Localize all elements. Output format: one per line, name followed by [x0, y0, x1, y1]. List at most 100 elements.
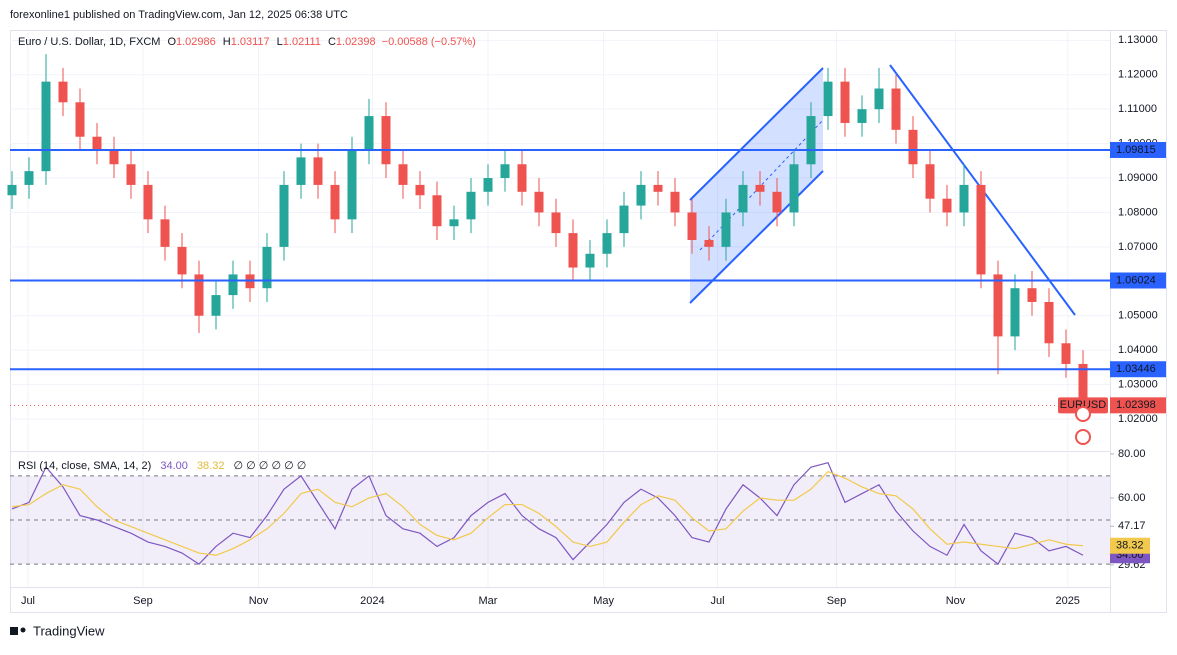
- candle-body: [517, 164, 527, 192]
- frame: [10, 30, 1167, 613]
- candle-body: [449, 219, 459, 227]
- last-price-bg: [1110, 397, 1166, 414]
- candle-body: [670, 191, 680, 213]
- logo: TradingView: [10, 623, 105, 638]
- candle-body: [347, 150, 357, 220]
- y-tick-label: 1.09000: [1118, 172, 1158, 184]
- x-tick-label: Nov: [249, 595, 269, 607]
- x-tick-label: Mar: [479, 595, 498, 607]
- candle-body: [24, 171, 34, 185]
- logo-dot: [20, 627, 26, 633]
- candle-body: [279, 184, 289, 247]
- brand: TradingView: [33, 623, 105, 638]
- candle-body: [738, 184, 748, 213]
- candle-body: [840, 81, 850, 123]
- legend-key: L: [277, 36, 283, 48]
- placeholders: ∅ ∅ ∅ ∅ ∅ ∅: [234, 460, 307, 472]
- last-name: EURUSD: [1060, 399, 1107, 411]
- rsi-name: RSI (14, close, SMA, 14, 2): [18, 460, 151, 472]
- last-price: 1.02398: [1116, 399, 1156, 411]
- candle-body: [194, 274, 204, 316]
- x-tick-label: Nov: [946, 595, 966, 607]
- candle-body: [1027, 288, 1037, 302]
- last-name-bg: [1058, 397, 1108, 414]
- legend-value: 1.02111: [283, 36, 321, 48]
- y-tick-label: 1.08000: [1118, 206, 1158, 218]
- candle-body: [75, 102, 85, 137]
- candle-body: [891, 88, 901, 130]
- level-label-bg: [1110, 141, 1166, 158]
- candle-body: [534, 191, 544, 213]
- rsi-tick-label: 60.00: [1118, 492, 1146, 504]
- candle-body: [993, 274, 1003, 337]
- candle-body: [687, 212, 697, 240]
- rsi-value: 34.00: [160, 460, 188, 472]
- candle-body: [177, 246, 187, 275]
- logo-mark: [10, 627, 18, 635]
- candle-body: [500, 164, 510, 179]
- rsi-line: [11, 462, 1084, 565]
- x-tick-label: 2024: [360, 595, 384, 607]
- published-line: forexonline1 published on TradingView.co…: [10, 9, 348, 21]
- candle-body: [1044, 301, 1054, 344]
- legend-key: H: [223, 36, 231, 48]
- candle-body: [41, 81, 51, 172]
- candle-body: [925, 164, 935, 199]
- candle-body: [126, 164, 136, 185]
- x-tick-label: Jul: [21, 595, 35, 607]
- candle-body: [160, 219, 170, 247]
- candle-body: [1078, 363, 1088, 406]
- rsi-value-label: 38.32: [1116, 540, 1144, 552]
- candle-body: [211, 295, 221, 316]
- candle-body: [398, 164, 408, 185]
- legend-key: C: [328, 36, 336, 48]
- candle-body: [789, 164, 799, 213]
- candle-body: [636, 184, 646, 206]
- x-tick-label: Sep: [133, 595, 153, 607]
- candle-body: [58, 81, 68, 103]
- legend-key: O: [167, 36, 176, 48]
- y-tick-label: 1.07000: [1118, 241, 1158, 253]
- candle-body: [313, 157, 323, 185]
- x-tick-label: 2025: [1055, 595, 1079, 607]
- candle-body: [772, 191, 782, 213]
- level-label: 1.03446: [1116, 363, 1156, 375]
- candle-body: [262, 246, 272, 289]
- candle-body: [942, 198, 952, 213]
- candle-body: [228, 274, 238, 296]
- event-icon: [1075, 429, 1091, 445]
- candle-body: [7, 184, 17, 196]
- y-tick-label: 1.02000: [1118, 413, 1158, 425]
- rsi-value-bg: [1110, 537, 1150, 554]
- candle-body: [364, 116, 374, 151]
- y-tick-label: 1.05000: [1118, 310, 1158, 322]
- candle-body: [432, 195, 442, 227]
- candle-body: [976, 184, 986, 275]
- candle-body: [874, 88, 884, 110]
- candle-body: [551, 212, 561, 234]
- level-label: 1.09815: [1116, 144, 1156, 156]
- rsi-tick-label: 47.17: [1118, 520, 1146, 532]
- candle-body: [415, 184, 425, 196]
- x-tick-label: Jul: [710, 595, 724, 607]
- y-tick-label: 1.04000: [1118, 344, 1158, 356]
- y-tick-label: 1.03000: [1118, 378, 1158, 390]
- candle-body: [704, 240, 714, 247]
- y-tick-label: 1.11000: [1118, 103, 1157, 115]
- legend-value: 1.02398: [336, 36, 376, 48]
- candle-body: [823, 81, 833, 117]
- candle-body: [466, 191, 476, 220]
- y-tick-label: 1.13000: [1118, 34, 1158, 46]
- header: Euro / U.S. Dollar, 1D, FXCM O1.02986 H1.0…: [18, 36, 476, 48]
- channel-upper: [689, 67, 824, 201]
- candle-body: [806, 116, 816, 165]
- candle-body: [381, 116, 391, 165]
- change: −0.00588 (−0.57%): [382, 36, 476, 48]
- candle-body: [92, 136, 102, 151]
- level-label-bg: [1110, 272, 1166, 289]
- level-label: 1.06024: [1116, 274, 1156, 286]
